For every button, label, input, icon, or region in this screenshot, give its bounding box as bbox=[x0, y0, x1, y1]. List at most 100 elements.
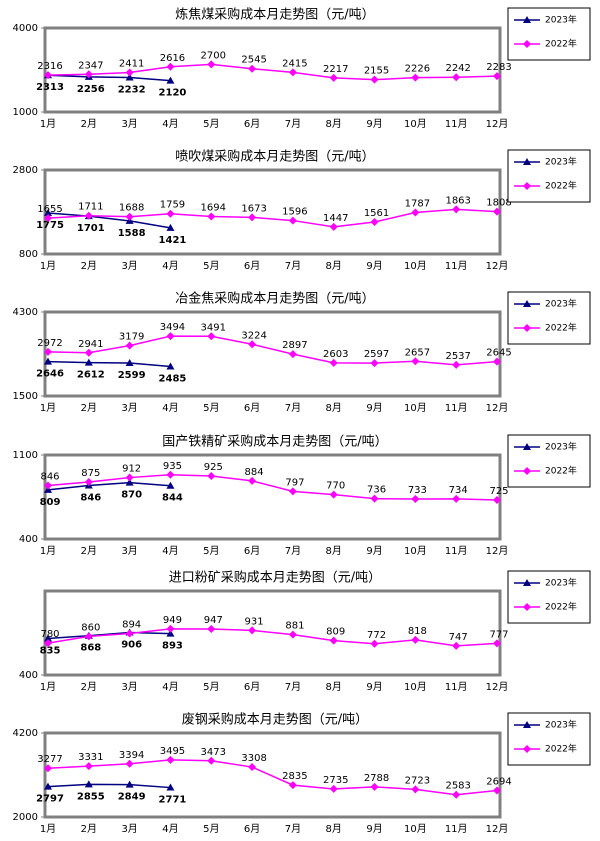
value-label: 1711 bbox=[78, 202, 103, 213]
point bbox=[166, 209, 175, 218]
x-tick-label: 7月 bbox=[285, 402, 301, 414]
point bbox=[166, 223, 175, 231]
value-label: 2735 bbox=[323, 775, 348, 786]
legend-box bbox=[507, 291, 591, 345]
series-line bbox=[47, 474, 498, 501]
plot-frame bbox=[43, 453, 502, 541]
point bbox=[248, 476, 257, 485]
point bbox=[166, 783, 175, 791]
point bbox=[166, 362, 175, 370]
y-tick-label: 1500 bbox=[13, 391, 38, 402]
x-tick-label: 3月 bbox=[121, 260, 137, 272]
x-tick-label: 12月 bbox=[486, 681, 509, 693]
legend-box bbox=[507, 434, 591, 488]
point bbox=[493, 207, 501, 216]
point bbox=[411, 208, 420, 217]
x-tick-label: 3月 bbox=[121, 118, 137, 130]
legend-marker bbox=[523, 745, 531, 753]
series-line bbox=[47, 63, 498, 81]
point bbox=[166, 76, 175, 84]
point bbox=[370, 639, 379, 648]
x-tick-label: 4月 bbox=[162, 118, 178, 130]
value-label: 2657 bbox=[405, 347, 430, 358]
point bbox=[411, 785, 420, 794]
chart-title: 喷吹煤采购成本月走势图（元/吨） bbox=[175, 149, 374, 165]
value-label: 2616 bbox=[160, 53, 185, 64]
value-label: 797 bbox=[285, 477, 304, 488]
point bbox=[44, 764, 52, 773]
point bbox=[125, 478, 134, 486]
chart-title: 冶金焦采购成本月走势图（元/吨） bbox=[175, 291, 374, 307]
point bbox=[288, 350, 297, 359]
value-label: 2347 bbox=[78, 60, 103, 71]
chart-title: 炼焦煤采购成本月走势图（元/吨） bbox=[175, 7, 374, 23]
value-label: 2313 bbox=[36, 82, 64, 93]
point bbox=[44, 357, 52, 365]
plot-frame bbox=[43, 310, 502, 398]
point bbox=[411, 73, 420, 82]
value-label: 3495 bbox=[160, 746, 185, 757]
point bbox=[452, 641, 461, 650]
point bbox=[493, 639, 501, 648]
value-label: 2597 bbox=[364, 349, 389, 360]
legend-marker bbox=[523, 467, 531, 475]
value-label: 2612 bbox=[77, 370, 105, 381]
point bbox=[248, 626, 257, 635]
legend-label: 2022年 bbox=[545, 465, 577, 477]
x-tick-label: 8月 bbox=[326, 681, 342, 693]
legend-label: 2022年 bbox=[545, 322, 577, 334]
x-tick-label: 3月 bbox=[121, 402, 137, 414]
legend-marker bbox=[523, 158, 531, 165]
point bbox=[207, 625, 216, 634]
x-tick-label: 9月 bbox=[366, 545, 382, 557]
value-label: 2646 bbox=[36, 369, 64, 380]
value-label: 1808 bbox=[486, 198, 511, 209]
x-tick-label: 1月 bbox=[40, 118, 56, 130]
value-label: 2849 bbox=[118, 792, 146, 803]
x-tick-label: 8月 bbox=[326, 118, 342, 130]
x-tick-label: 5月 bbox=[203, 260, 219, 272]
x-tick-label: 2月 bbox=[81, 681, 97, 693]
plot-frame bbox=[43, 589, 502, 677]
x-tick-label: 2月 bbox=[81, 118, 97, 130]
point bbox=[288, 68, 297, 77]
value-label: 1447 bbox=[323, 213, 348, 224]
value-label: 2485 bbox=[159, 373, 187, 384]
value-label: 809 bbox=[326, 627, 345, 638]
value-label: 2155 bbox=[364, 66, 389, 77]
value-label: 2797 bbox=[36, 794, 64, 805]
value-label: 949 bbox=[163, 615, 182, 626]
x-tick-label: 8月 bbox=[326, 545, 342, 557]
value-label: 2897 bbox=[282, 340, 307, 351]
legend-marker bbox=[523, 603, 531, 611]
point bbox=[329, 636, 338, 645]
point bbox=[166, 332, 175, 341]
value-label: 2972 bbox=[37, 338, 62, 349]
legend-label: 2023年 bbox=[545, 298, 577, 310]
legend-label: 2023年 bbox=[545, 14, 577, 26]
x-tick-label: 1月 bbox=[40, 260, 56, 272]
point bbox=[411, 495, 420, 504]
y-tick-label: 1100 bbox=[13, 450, 38, 461]
point bbox=[411, 635, 420, 644]
value-label: 906 bbox=[121, 639, 142, 650]
value-label: 846 bbox=[40, 471, 59, 482]
legend-marker bbox=[523, 182, 531, 190]
value-label: 2217 bbox=[323, 64, 348, 75]
point bbox=[166, 755, 175, 764]
value-label: 1863 bbox=[445, 195, 470, 206]
point bbox=[493, 357, 501, 366]
x-tick-label: 5月 bbox=[203, 118, 219, 130]
value-label: 733 bbox=[408, 485, 427, 496]
value-label: 835 bbox=[40, 645, 61, 656]
series-line bbox=[47, 759, 498, 796]
x-tick-label: 1月 bbox=[40, 545, 56, 557]
x-tick-label: 6月 bbox=[244, 823, 260, 835]
value-label: 884 bbox=[245, 467, 264, 478]
x-tick-label: 5月 bbox=[203, 681, 219, 693]
value-label: 2226 bbox=[405, 64, 430, 75]
legend-marker bbox=[523, 16, 531, 23]
legend-box bbox=[507, 712, 591, 766]
value-label: 809 bbox=[40, 497, 61, 508]
